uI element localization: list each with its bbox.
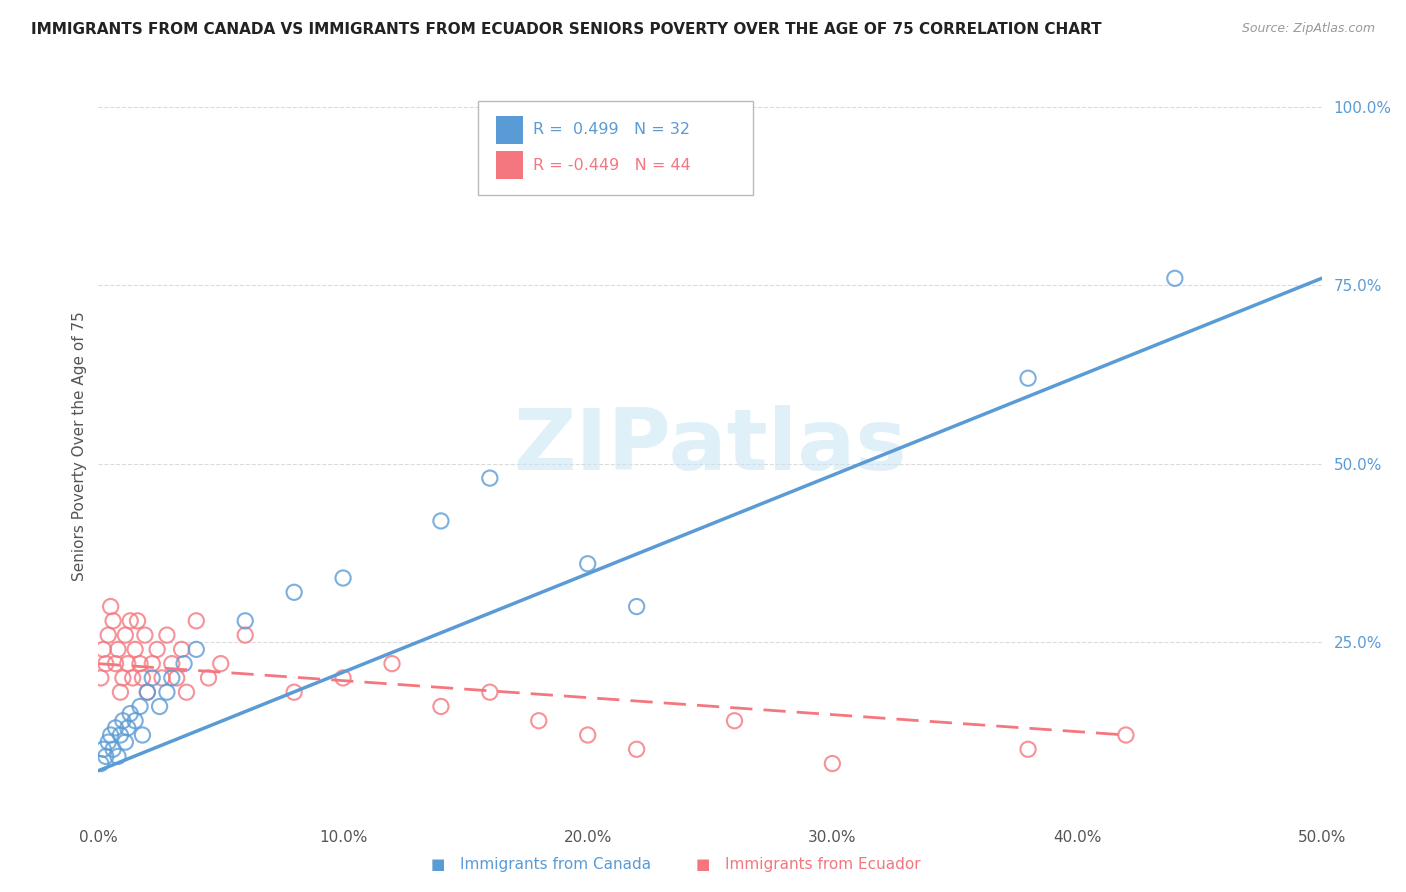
Point — [129, 699, 152, 714]
Point — [101, 614, 124, 628]
Point — [576, 557, 599, 571]
Point — [821, 756, 844, 771]
Point — [94, 657, 117, 671]
Point — [111, 671, 134, 685]
Point — [332, 671, 354, 685]
Point — [91, 642, 114, 657]
Point — [283, 585, 305, 599]
Point — [141, 671, 163, 685]
Point — [186, 614, 208, 628]
Point — [97, 628, 120, 642]
Point — [146, 642, 169, 657]
Point — [166, 671, 188, 685]
Point — [120, 614, 142, 628]
Point — [120, 706, 142, 721]
Point — [156, 628, 179, 642]
Point — [90, 671, 112, 685]
Point — [430, 514, 453, 528]
Point — [233, 614, 256, 628]
Point — [131, 728, 153, 742]
Point — [117, 721, 139, 735]
Point — [124, 714, 146, 728]
Point — [104, 657, 127, 671]
Text: Source: ZipAtlas.com: Source: ZipAtlas.com — [1241, 22, 1375, 36]
Point — [626, 599, 648, 614]
Point — [100, 599, 122, 614]
Point — [478, 685, 501, 699]
Point — [430, 699, 453, 714]
Text: IMMIGRANTS FROM CANADA VS IMMIGRANTS FROM ECUADOR SENIORS POVERTY OVER THE AGE O: IMMIGRANTS FROM CANADA VS IMMIGRANTS FRO… — [31, 22, 1101, 37]
Text: ■   Immigrants from Canada: ■ Immigrants from Canada — [432, 857, 651, 872]
Bar — [496, 151, 523, 179]
Point — [127, 614, 149, 628]
Point — [381, 657, 404, 671]
Point — [101, 742, 124, 756]
Point — [94, 749, 117, 764]
Point — [97, 735, 120, 749]
Point — [1017, 742, 1039, 756]
Point — [186, 642, 208, 657]
Point — [136, 685, 159, 699]
Point — [110, 685, 132, 699]
Point — [233, 628, 256, 642]
Point — [1115, 728, 1137, 742]
Point — [124, 642, 146, 657]
Text: ■   Immigrants from Ecuador: ■ Immigrants from Ecuador — [696, 857, 921, 872]
Point — [160, 657, 183, 671]
Point — [478, 471, 501, 485]
Point — [91, 742, 114, 756]
Text: ZIPatlas: ZIPatlas — [513, 404, 907, 488]
Point — [209, 657, 232, 671]
Point — [107, 642, 129, 657]
Point — [173, 657, 195, 671]
Point — [723, 714, 745, 728]
Text: R =  0.499   N = 32: R = 0.499 N = 32 — [533, 122, 690, 137]
Point — [141, 657, 163, 671]
Point — [110, 728, 132, 742]
Point — [104, 721, 127, 735]
Point — [114, 735, 136, 749]
FancyBboxPatch shape — [478, 102, 752, 195]
Point — [1164, 271, 1187, 285]
Point — [283, 685, 305, 699]
Point — [1017, 371, 1039, 385]
Point — [176, 685, 198, 699]
Point — [149, 699, 172, 714]
Point — [156, 685, 179, 699]
Text: R = -0.449   N = 44: R = -0.449 N = 44 — [533, 158, 690, 172]
Point — [117, 657, 139, 671]
Point — [332, 571, 354, 585]
Point — [90, 756, 112, 771]
Point — [626, 742, 648, 756]
Bar — [496, 116, 523, 144]
Point — [129, 657, 152, 671]
Point — [107, 749, 129, 764]
Point — [150, 671, 173, 685]
Point — [111, 714, 134, 728]
Point — [576, 728, 599, 742]
Point — [197, 671, 219, 685]
Point — [136, 685, 159, 699]
Y-axis label: Seniors Poverty Over the Age of 75: Seniors Poverty Over the Age of 75 — [72, 311, 87, 581]
Point — [100, 728, 122, 742]
Point — [121, 671, 143, 685]
Point — [134, 628, 156, 642]
Point — [114, 628, 136, 642]
Point — [131, 671, 153, 685]
Point — [527, 714, 550, 728]
Point — [170, 642, 193, 657]
Point — [160, 671, 183, 685]
